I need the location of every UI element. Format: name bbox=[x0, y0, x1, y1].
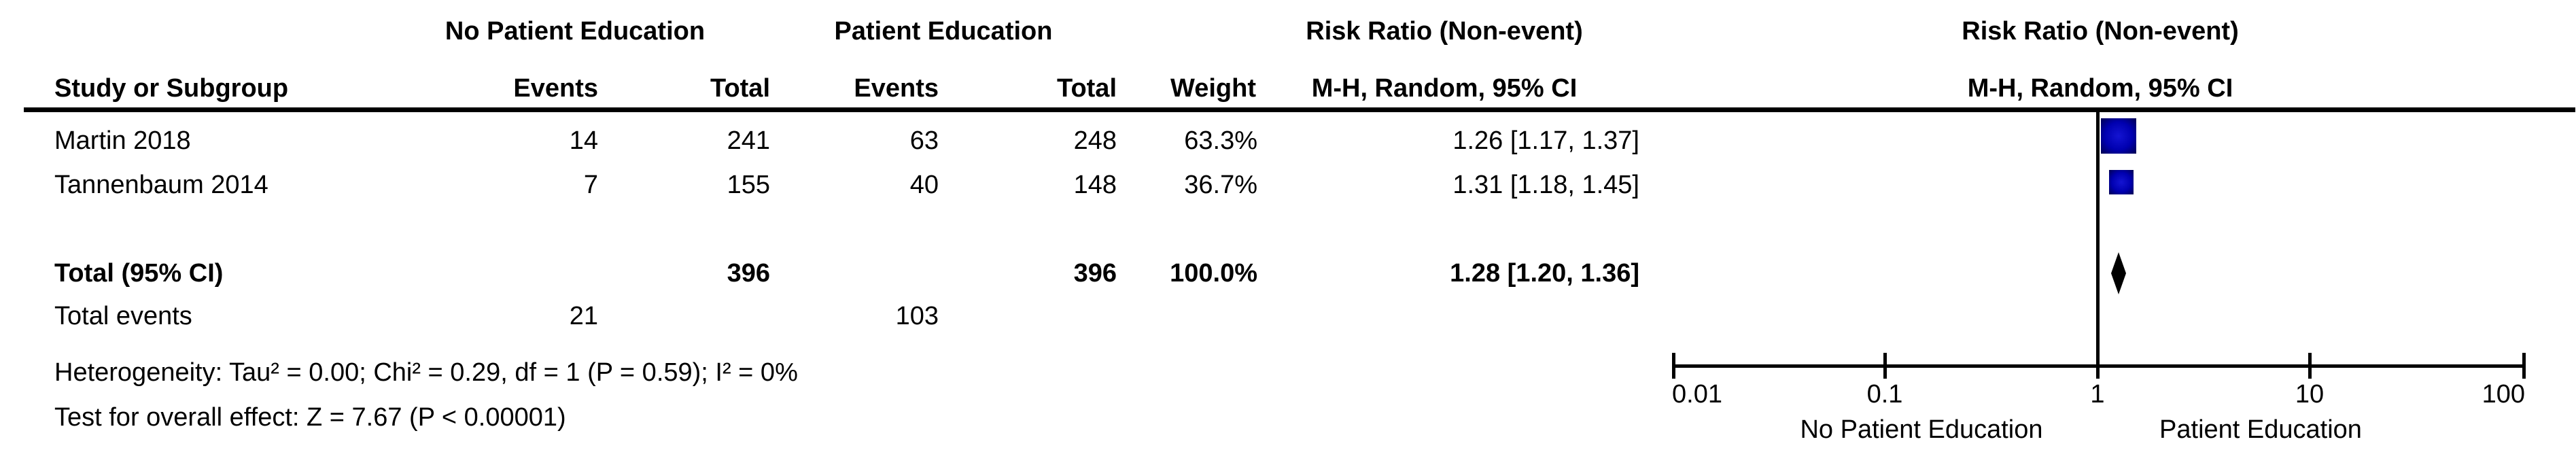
x-tick-label: 10 bbox=[2295, 380, 2325, 409]
column-header-study: Study or Subgroup bbox=[54, 74, 289, 103]
rr-ci-value: 1.31 [1.18, 1.45] bbox=[1452, 171, 1639, 199]
group-header-no-education: No Patient Education bbox=[445, 17, 706, 46]
favours-left-label: No Patient Education bbox=[1800, 415, 2043, 444]
e-total-value: 248 bbox=[1073, 126, 1117, 155]
x-tick-label: 0.1 bbox=[1866, 380, 1903, 409]
total-events-ne: 21 bbox=[569, 302, 598, 330]
column-header-ne-events: Events bbox=[513, 74, 598, 103]
x-axis-tick bbox=[1883, 353, 1887, 379]
ne-total-value: 241 bbox=[727, 126, 770, 155]
total-label: Total (95% CI) bbox=[54, 259, 224, 288]
total-ne-total: 396 bbox=[727, 259, 770, 288]
column-header-e-total: Total bbox=[1057, 74, 1117, 103]
x-axis-tick bbox=[1672, 353, 1675, 379]
column-header-ci: M-H, Random, 95% CI bbox=[1311, 74, 1578, 103]
overall-effect-text: Test for overall effect: Z = 7.67 (P < 0… bbox=[54, 403, 566, 432]
total-e-total: 396 bbox=[1073, 259, 1117, 288]
e-total-value: 148 bbox=[1073, 171, 1117, 199]
null-line bbox=[2096, 111, 2100, 367]
header-rule bbox=[24, 107, 2575, 112]
x-axis-tick bbox=[2096, 353, 2100, 379]
study-marker-martin-2018 bbox=[2101, 118, 2136, 154]
pooled-diamond bbox=[2111, 252, 2126, 294]
plot-header-ci: M-H, Random, 95% CI bbox=[1967, 74, 2233, 103]
study-label: Tannenbaum 2014 bbox=[54, 171, 268, 199]
total-rr-ci: 1.28 [1.20, 1.36] bbox=[1450, 259, 1639, 288]
study-marker-tannenbaum-2014 bbox=[2109, 170, 2134, 194]
group-header-education: Patient Education bbox=[834, 17, 1053, 46]
x-axis-tick bbox=[2522, 353, 2526, 379]
e-events-value: 63 bbox=[909, 126, 939, 155]
plot-header-risk-ratio: Risk Ratio (Non-event) bbox=[1962, 17, 2239, 46]
e-events-value: 40 bbox=[909, 171, 939, 199]
weight-value: 63.3% bbox=[1184, 126, 1257, 155]
total-events-e: 103 bbox=[895, 302, 939, 330]
column-header-e-events: Events bbox=[854, 74, 939, 103]
x-tick-label: 1 bbox=[2090, 380, 2105, 409]
rr-ci-value: 1.26 [1.17, 1.37] bbox=[1452, 126, 1639, 155]
ne-total-value: 155 bbox=[727, 171, 770, 199]
total-events-label: Total events bbox=[54, 302, 192, 330]
total-weight: 100.0% bbox=[1170, 259, 1257, 288]
x-axis-tick bbox=[2308, 353, 2312, 379]
weight-value: 36.7% bbox=[1184, 171, 1257, 199]
heterogeneity-text: Heterogeneity: Tau² = 0.00; Chi² = 0.29,… bbox=[54, 358, 798, 387]
ne-events-value: 14 bbox=[569, 126, 598, 155]
column-header-weight: Weight bbox=[1170, 74, 1256, 103]
x-tick-label: 0.01 bbox=[1672, 380, 1722, 409]
column-header-ne-total: Total bbox=[710, 74, 770, 103]
ne-events-value: 7 bbox=[583, 171, 598, 199]
study-label: Martin 2018 bbox=[54, 126, 191, 155]
x-tick-label: 100 bbox=[2482, 380, 2525, 409]
column-header-risk-ratio: Risk Ratio (Non-event) bbox=[1306, 17, 1583, 46]
favours-right-label: Patient Education bbox=[2159, 415, 2362, 444]
